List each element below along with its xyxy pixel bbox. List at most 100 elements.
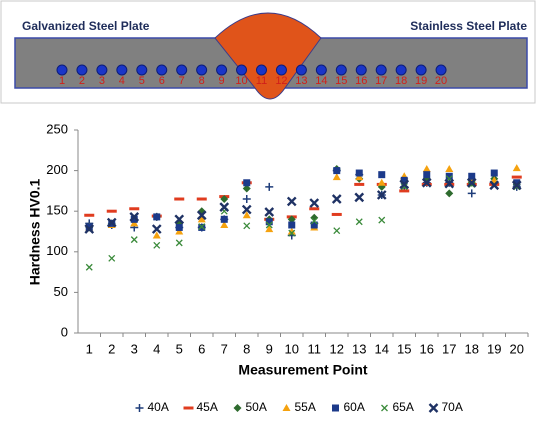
measure-dot — [217, 65, 227, 75]
point-number: 10 — [235, 75, 247, 87]
legend-label: 45A — [197, 400, 218, 414]
point — [265, 208, 273, 216]
point-number: 16 — [355, 75, 367, 87]
measure-dot — [276, 65, 286, 75]
legend-label: 40A — [148, 400, 169, 414]
point — [221, 216, 228, 223]
page: Galvanized Steel Plate Stainless Steel P… — [0, 0, 536, 421]
point — [109, 255, 115, 261]
measure-dot — [356, 65, 366, 75]
point — [512, 176, 522, 179]
measure-dot — [316, 65, 326, 75]
x-tick-label: 18 — [465, 341, 479, 356]
y-tick-label: 50 — [54, 284, 68, 299]
point — [176, 240, 182, 246]
point — [265, 183, 273, 191]
measure-dot — [137, 65, 147, 75]
measure-dot — [436, 65, 446, 75]
point-number: 6 — [159, 75, 165, 87]
point — [243, 179, 250, 186]
point — [265, 225, 273, 232]
point-number: 3 — [99, 75, 105, 87]
legend-label: 50A — [246, 400, 267, 414]
measure-dot — [177, 65, 187, 75]
point — [445, 189, 453, 197]
point-number: 8 — [199, 75, 205, 87]
point — [354, 183, 364, 186]
point-number: 12 — [275, 75, 287, 87]
point — [129, 207, 139, 210]
point — [334, 228, 340, 234]
point — [333, 167, 340, 174]
point — [86, 264, 92, 270]
measure-dot — [257, 65, 267, 75]
point-number: 4 — [119, 75, 125, 87]
point — [333, 195, 341, 203]
point — [309, 207, 319, 210]
point-number: 13 — [295, 75, 307, 87]
point — [288, 197, 296, 205]
legend-label: 55A — [295, 400, 316, 414]
point — [356, 219, 362, 225]
right-label: Stainless Steel Plate — [410, 19, 527, 33]
legend-marker — [184, 407, 194, 410]
x-tick-label: 13 — [352, 341, 366, 356]
y-tick-label: 0 — [61, 324, 68, 339]
point-number: 11 — [256, 75, 267, 87]
point — [244, 223, 250, 229]
point — [243, 195, 251, 203]
y-tick-label: 250 — [46, 121, 68, 136]
point — [288, 222, 295, 229]
point — [333, 173, 341, 180]
point-number: 17 — [375, 75, 387, 87]
x-tick-label: 4 — [153, 341, 160, 356]
x-axis-title: Measurement Point — [238, 362, 367, 378]
point-number: 7 — [179, 75, 185, 87]
measure-dot — [396, 65, 406, 75]
point-number: 18 — [395, 75, 407, 87]
x-tick-label: 3 — [131, 341, 138, 356]
point — [423, 171, 430, 178]
x-tick-label: 12 — [330, 341, 344, 356]
measure-dot — [117, 65, 127, 75]
legend-label: 60A — [344, 400, 365, 414]
point-number: 9 — [219, 75, 225, 87]
point-number: 5 — [139, 75, 145, 87]
measure-dot — [157, 65, 167, 75]
point — [468, 189, 476, 197]
legend-label: 65A — [393, 400, 414, 414]
legend-marker — [283, 404, 291, 411]
x-tick-label: 8 — [243, 341, 250, 356]
measure-dot — [237, 65, 247, 75]
measure-dot — [57, 65, 67, 75]
legend-marker — [234, 404, 242, 412]
point — [84, 214, 94, 217]
legend-marker — [332, 405, 339, 412]
x-tick-label: 15 — [397, 341, 411, 356]
point — [153, 213, 160, 220]
point — [355, 193, 363, 201]
point-number: 2 — [79, 75, 85, 87]
x-tick-label: 11 — [308, 341, 322, 356]
point — [197, 198, 207, 201]
x-tick-label: 10 — [285, 341, 299, 356]
point — [174, 198, 184, 201]
legend-label: 70A — [442, 400, 463, 414]
x-tick-label: 14 — [375, 341, 389, 356]
point — [423, 165, 431, 172]
measure-dot — [416, 65, 426, 75]
point — [379, 217, 385, 223]
point — [378, 179, 386, 186]
measure-dot — [336, 65, 346, 75]
measure-dot — [77, 65, 87, 75]
y-axis-title: Hardness HV0.1 — [27, 178, 43, 285]
x-tick-label: 16 — [420, 341, 434, 356]
point-number: 1 — [59, 75, 65, 87]
point — [399, 189, 409, 192]
point — [332, 213, 342, 216]
measure-dot — [97, 65, 107, 75]
point — [131, 237, 137, 243]
point — [154, 242, 160, 248]
point — [445, 165, 453, 172]
x-tick-label: 9 — [266, 341, 273, 356]
